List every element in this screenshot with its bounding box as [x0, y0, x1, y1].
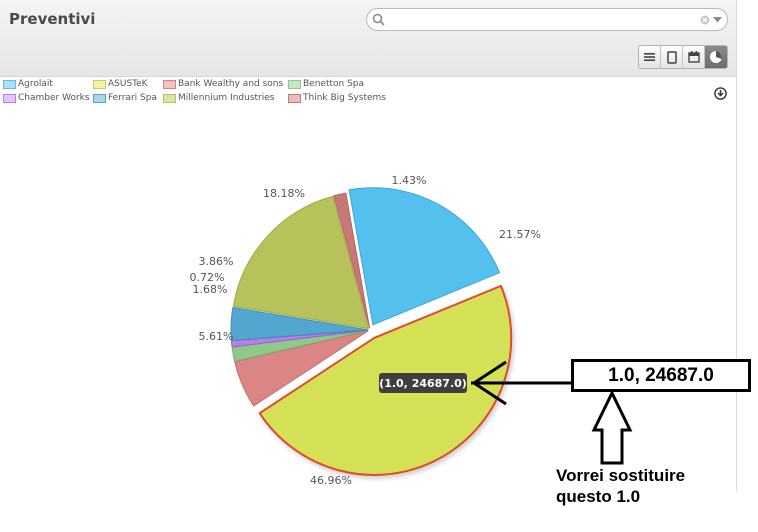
slice-percent-label: 18.18% [263, 187, 305, 200]
download-icon[interactable] [714, 87, 727, 100]
search-input[interactable] [387, 12, 697, 27]
annotation-note-line: Vorrei sostituire [556, 466, 686, 485]
tooltip-text: (1.0, 24687.0) [379, 377, 467, 390]
legend-item[interactable]: Benetton Spa [288, 79, 364, 89]
legend-label: Chamber Works [18, 93, 90, 103]
legend-label: Ferrari Spa [108, 93, 157, 103]
slice-percent-label: 1.68% [193, 283, 228, 296]
slice-percent-label: 21.57% [499, 228, 541, 241]
slice-percent-label: 3.86% [199, 255, 234, 268]
legend-label: Think Big Systems [303, 93, 386, 103]
pie-slice[interactable] [232, 195, 370, 330]
legend-item[interactable]: Think Big Systems [288, 93, 386, 103]
legend-swatch [163, 93, 176, 103]
page-title: Preventivi [9, 10, 96, 28]
annotation-box: 1.0, 24687.0 [571, 359, 751, 392]
form-icon [666, 50, 677, 64]
chart-tooltip: (1.0, 24687.0) [379, 373, 467, 393]
form-view-button[interactable] [661, 46, 683, 68]
search-box[interactable] [366, 8, 728, 31]
graph-icon [710, 51, 722, 63]
slice-percent-label: 46.96% [310, 474, 352, 487]
pie-slice[interactable] [333, 192, 371, 329]
list-icon [644, 53, 655, 61]
chevron-down-icon[interactable] [713, 17, 722, 23]
legend-swatch [3, 93, 16, 103]
legend-label: Agrolait [18, 79, 53, 89]
legend-item[interactable]: Millennium Industries [163, 93, 274, 103]
annotation-arrows [471, 360, 633, 465]
search-icon [372, 13, 385, 26]
legend-item[interactable]: Agrolait [3, 79, 53, 89]
list-view-button[interactable] [639, 46, 661, 68]
legend-item[interactable]: Chamber Works [3, 93, 90, 103]
legend-item[interactable]: Bank Wealthy and sons [163, 79, 283, 89]
header-bar: Preventivi [0, 0, 737, 77]
graph-view-button[interactable] [705, 46, 727, 68]
pie-chart: 21.57% 46.96% 5.61% 1.68%0.72% 3.86% 18.18% 1.… [190, 174, 633, 487]
annotation-note: Vorrei sostituire questo 1.0 [556, 465, 736, 507]
legend-swatch [163, 79, 176, 89]
legend-swatch [288, 79, 301, 89]
legend-swatch [93, 93, 106, 103]
legend-label: Benetton Spa [303, 79, 365, 89]
calendar-icon [687, 51, 700, 63]
legend-label: ASUSTeK [108, 79, 148, 89]
view-switcher [638, 45, 728, 69]
pie-slice[interactable] [230, 306, 369, 342]
legend-label: Bank Wealthy and sons [178, 79, 284, 89]
legend-swatch [93, 79, 106, 89]
legend-swatch [3, 79, 16, 89]
slice-percent-label: 0.72% [190, 271, 225, 284]
legend-item[interactable]: Ferrari Spa [93, 93, 157, 103]
annotation-note-line: questo 1.0 [556, 487, 641, 506]
calendar-view-button[interactable] [683, 46, 705, 68]
legend-item[interactable]: ASUSTeK [93, 79, 148, 89]
clear-icon[interactable] [700, 15, 710, 25]
legend-label: Millennium Industries [178, 93, 275, 103]
legend-swatch [288, 93, 301, 103]
slice-percent-label: 1.43% [392, 174, 427, 187]
pie-slice[interactable] [348, 187, 501, 326]
panel-border [736, 0, 737, 492]
slice-percent-label: 5.61% [199, 330, 234, 343]
